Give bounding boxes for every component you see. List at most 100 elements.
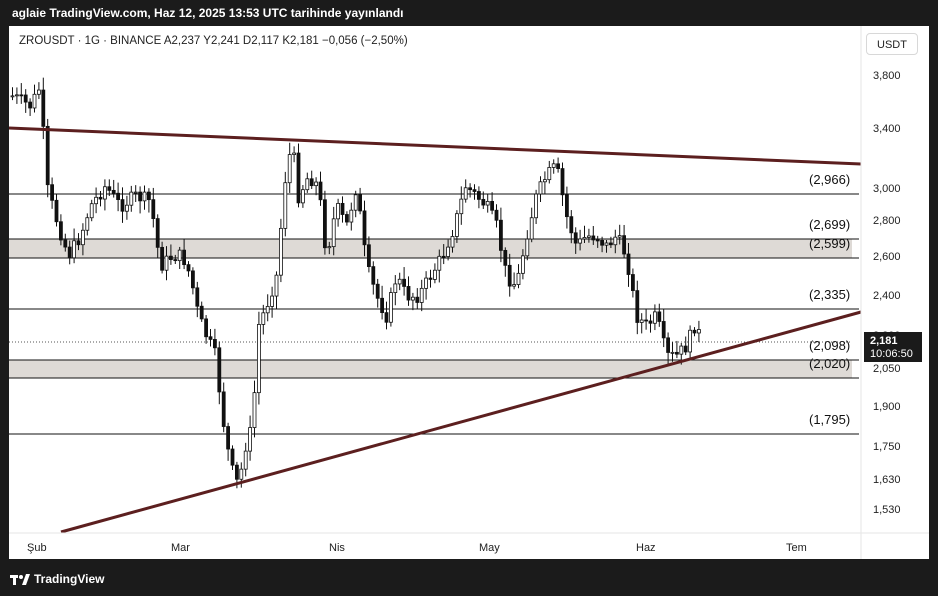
candle-body [437,255,442,271]
candle-body [292,152,297,155]
candle-body [98,196,103,200]
candle-body [397,278,402,285]
price-tick: 2,800 [873,215,901,227]
candle-body [155,218,160,248]
time-axis[interactable]: Şub Mar Nis May Haz Tem [27,542,807,554]
last-price-value: 2,181 [870,335,898,347]
candle-body [111,189,116,194]
candle-body [424,277,429,289]
price-tick: 3,000 [873,183,901,195]
candle-body [103,186,107,200]
candle-body [380,297,385,314]
candle-body [32,93,37,109]
candle-body [463,187,468,200]
candle-body [89,203,94,219]
candle-body [195,287,200,307]
candle-body [221,391,226,427]
candle-body [587,235,591,238]
time-label: Mar [171,542,190,554]
candle-body [182,249,187,266]
candle-body [617,235,622,238]
price-axis[interactable]: 3,800 3,400 3,000 2,800 2,600 2,400 2,20… [873,70,901,516]
candle-body [160,246,165,271]
candle-body [19,94,24,97]
candle-body [322,199,327,249]
candle-body [490,201,495,211]
candle-body [67,246,72,259]
candle-body [622,235,626,255]
candle-body [309,178,314,187]
resistance-zone [9,239,852,258]
symbol-info-legend[interactable]: ZROUSDT · 1G · BINANCE A2,237 Y2,241 D2,… [19,35,408,47]
candle-body [485,201,490,206]
candle-body [410,296,415,301]
level-label: (2,020) [809,356,850,371]
level-label: (2,098) [809,338,850,353]
candle-body [432,269,437,280]
candle-body [186,264,191,272]
candle-body [81,229,85,246]
countdown-timer: 10:06:50 [870,348,913,360]
candle-body [639,319,644,323]
candle-body [631,274,635,292]
candle-body [164,255,169,271]
tradingview-brand: TradingView [34,572,105,586]
candle-body [204,318,209,338]
candle-body [683,345,688,353]
price-tick: 2,600 [873,251,901,263]
time-label: Şub [27,542,47,554]
time-label: May [479,542,500,554]
candle-body [274,274,279,297]
price-tick: 1,530 [873,504,901,516]
candle-body [534,193,538,219]
price-chart[interactable]: (2,966) (2,699) (2,599) (2,335) (2,098) … [9,26,929,559]
candle-body [388,292,393,323]
candle-body [573,232,578,244]
candle-body [653,311,657,324]
candle-body [648,320,653,324]
candle-body [59,221,63,241]
level-label: (1,795) [809,412,850,427]
candle-body [512,284,517,287]
candle-body [248,427,253,452]
candle-body [208,336,213,340]
candle-body [375,283,380,299]
candle-body [450,236,455,248]
candle-body [226,426,231,450]
currency-selector[interactable]: USDT [866,33,918,55]
candle-body [565,194,569,218]
candle-body [419,287,424,303]
candle-body [199,305,204,320]
candle-body [595,239,600,242]
time-label: Nis [329,542,345,554]
candle-body [613,236,618,246]
candle-body [177,249,182,262]
candle-body [15,94,19,97]
candle-body [692,329,697,334]
descending-trendline[interactable] [9,126,862,166]
candle-body [239,468,244,480]
candle-body [296,152,301,204]
candle-body [569,216,574,234]
candle-body [138,191,143,202]
candle-body [697,329,701,334]
candlestick-series [10,77,701,489]
candle-body [146,191,151,201]
price-tick: 3,400 [873,123,901,135]
candle-body [661,321,666,339]
time-label: Tem [786,542,807,554]
candle-body [609,242,613,246]
ascending-trendline[interactable] [60,310,862,534]
candle-body [459,198,464,215]
candle-body [129,191,134,206]
candle-body [265,306,270,314]
candle-body [94,196,98,205]
candle-body [318,181,323,201]
candle-body [666,337,670,353]
candle-body [287,154,292,184]
candle-body [472,189,477,192]
candle-body [151,199,156,219]
candle-body [344,214,349,223]
candle-body [270,295,275,307]
candle-body [366,244,371,268]
